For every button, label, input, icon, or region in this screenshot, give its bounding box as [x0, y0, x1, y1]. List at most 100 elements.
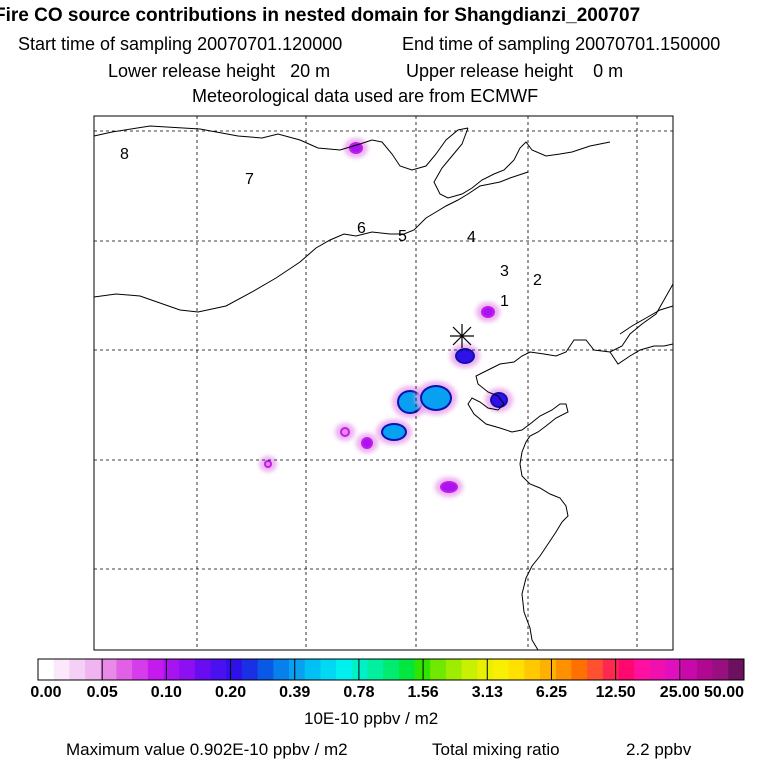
- colorbar-cell: [132, 659, 149, 680]
- colorbar-cell: [85, 659, 102, 680]
- colorbar-cell: [100, 659, 117, 680]
- colorbar-tick-label: 0.20: [214, 684, 247, 701]
- point-label-6: 6: [357, 220, 366, 237]
- point-label-7: 7: [245, 171, 254, 188]
- colorbar-tick-label: 0.05: [86, 684, 118, 701]
- point-label-4: 4: [467, 229, 476, 246]
- colorbar-cell: [351, 659, 368, 680]
- colorbar-tick-label: 12.50: [595, 684, 636, 701]
- colorbar-cell: [712, 659, 729, 680]
- colorbar-cell: [38, 659, 55, 680]
- colorbar-cell: [524, 659, 541, 680]
- colorbar-cell: [336, 659, 353, 680]
- colorbar-tick-label: 3.13: [471, 684, 503, 701]
- colorbar-cell: [53, 659, 70, 680]
- colorbar-cell: [555, 659, 572, 680]
- colorbar-cell: [69, 659, 86, 680]
- chart-title: Fire CO source contributions in nested d…: [0, 5, 641, 26]
- colorbar-cell: [649, 659, 666, 680]
- bohai-coast: [467, 395, 569, 523]
- colorbar-cell: [241, 659, 259, 680]
- colorbar-cell: [492, 659, 510, 680]
- total-mixing-ratio-label: Total mixing ratio: [432, 740, 560, 759]
- hotspot-8: [356, 433, 378, 453]
- colorbar-cell: [571, 659, 588, 680]
- hotspot-4: [415, 381, 457, 415]
- coastline-borders: [93, 125, 674, 651]
- colorbar-cell: [289, 659, 306, 680]
- map-frame: [93, 115, 674, 651]
- colorbar-cell: [257, 659, 274, 680]
- point-label-1: 1: [500, 293, 509, 310]
- colorbar-cell: [477, 659, 494, 680]
- maximum-value: Maximum value 0.902E-10 ppbv / m2: [66, 740, 348, 759]
- liaodong-coast: [475, 283, 674, 397]
- colorbar-cell: [320, 659, 337, 680]
- hotspot-1: [344, 138, 368, 158]
- colorbar-cell: [587, 659, 604, 680]
- colorbar-unit: 10E-10 ppbv / m2: [304, 709, 439, 728]
- point-label-8: 8: [120, 146, 129, 163]
- colorbar-cell: [367, 659, 384, 680]
- colorbar-cell: [194, 659, 211, 680]
- hotspot-2: [450, 344, 480, 368]
- point-labels: 8 7 6 5 4 3 2 1: [120, 146, 542, 310]
- colorbar-cell: [696, 659, 714, 680]
- hotspot-7: [476, 302, 500, 322]
- colorbar-cell: [210, 659, 227, 680]
- colorbar-cell: [681, 659, 698, 680]
- colorbar-cell: [147, 659, 164, 680]
- yellow-sea-coast: [521, 521, 563, 651]
- release-upper: Upper release height 0 m: [406, 61, 624, 81]
- colorbar-tick-label: 0.00: [30, 684, 62, 701]
- point-label-2: 2: [533, 272, 542, 289]
- colorbar-cell: [508, 659, 525, 680]
- colorbar-cell: [383, 659, 400, 680]
- colorbar-tick-label: 1.56: [407, 684, 439, 701]
- hotspot-5: [376, 419, 412, 445]
- colorbar-cell: [602, 659, 619, 680]
- release-lower: Lower release height 20 m: [108, 61, 331, 81]
- colorbar: [37, 658, 745, 681]
- mongolia-border-south: [93, 171, 529, 313]
- colorbar-cell: [634, 659, 651, 680]
- hotspot-layer: [259, 138, 513, 497]
- point-label-5: 5: [398, 228, 407, 245]
- colorbar-cell: [398, 659, 415, 680]
- colorbar-cell: [540, 659, 557, 680]
- colorbar-tick-label: 50.00: [703, 684, 745, 701]
- hotspot-10: [435, 477, 463, 497]
- hotspot-9: [335, 423, 355, 441]
- colorbar-cell: [116, 659, 133, 680]
- colorbar-cell: [430, 659, 447, 680]
- met-data-source: Meteorological data used are from ECMWF: [192, 86, 539, 106]
- colorbar-tick-label: 25.00: [659, 684, 700, 701]
- sampling-end: End time of sampling 20070701.150000: [402, 34, 721, 54]
- sampling-start: Start time of sampling 20070701.120000: [18, 34, 343, 54]
- colorbar-tick-label: 0.39: [279, 684, 311, 701]
- colorbar-tick-label: 0.78: [343, 684, 375, 701]
- station-marker: [450, 324, 474, 348]
- colorbar-tick-label: 0.10: [150, 684, 182, 701]
- hotspot-11: [259, 456, 277, 472]
- point-label-3: 3: [500, 263, 509, 280]
- colorbar-cell: [665, 659, 682, 680]
- grid-lines: [94, 116, 673, 650]
- mongolia-border-north: [93, 125, 469, 171]
- korea-border: [619, 305, 674, 335]
- colorbar-cell: [179, 659, 196, 680]
- colorbar-cell: [226, 659, 243, 680]
- mongolia-border-east: [433, 127, 611, 199]
- colorbar-cell: [445, 659, 462, 680]
- colorbar-cell: [273, 659, 290, 680]
- colorbar-cell: [414, 659, 431, 680]
- colorbar-cell: [163, 659, 180, 680]
- korea-coast: [609, 343, 674, 365]
- colorbar-cell: [618, 659, 635, 680]
- total-mixing-ratio-value: 2.2 ppbv: [626, 740, 692, 759]
- colorbar-cell: [728, 659, 745, 680]
- colorbar-tick-label: 6.25: [535, 684, 568, 701]
- colorbar-cell: [461, 659, 478, 680]
- colorbar-cell: [304, 659, 321, 680]
